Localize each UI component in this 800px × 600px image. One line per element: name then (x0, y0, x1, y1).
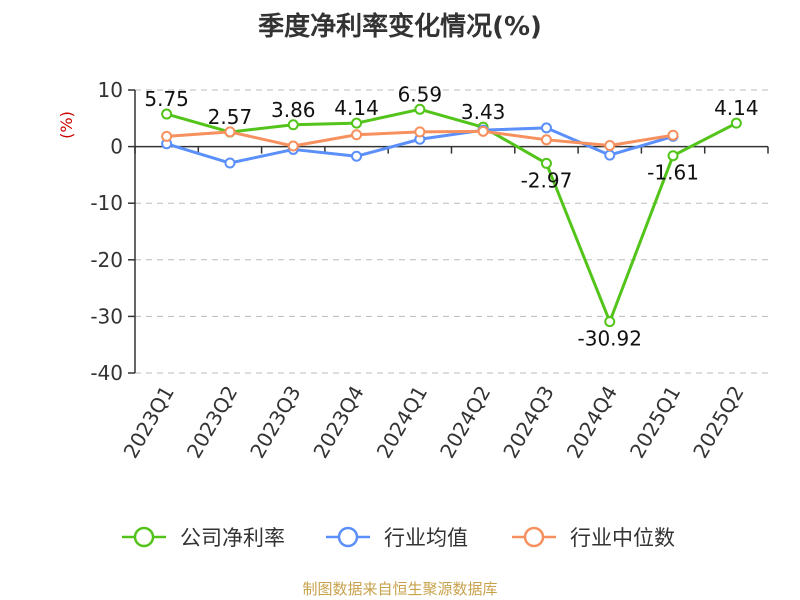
data-point (351, 129, 363, 141)
data-label: 3.86 (271, 98, 316, 122)
y-tick-label: 10 (98, 78, 123, 102)
x-tick-label: 2024Q2 (435, 382, 495, 463)
data-point (667, 150, 679, 162)
y-tick-label: -20 (90, 248, 123, 272)
data-point (414, 103, 426, 115)
legend-label: 行业中位数 (570, 526, 675, 550)
legend: 公司净利率 行业均值 行业中位数 (122, 526, 675, 550)
series-line (166, 107, 738, 324)
legend-marker (523, 526, 545, 548)
data-point (604, 316, 616, 328)
series-lines (161, 103, 742, 328)
legend-label: 公司净利率 (180, 526, 285, 550)
data-point (224, 126, 236, 138)
data-labels: 5.75 2.57 3.86 4.14 6.59 3.43 -2.97 -30.92 -1.61… (144, 82, 758, 350)
chart-title: 季度净利率变化情况(%) (258, 12, 542, 42)
data-point (540, 122, 552, 134)
data-point (540, 134, 552, 146)
data-point (414, 126, 426, 138)
data-label: 6.59 (398, 82, 443, 106)
y-tick-label: -30 (90, 304, 123, 328)
x-tick-label: 2025Q2 (688, 382, 748, 463)
data-label: 4.14 (334, 96, 379, 120)
data-point (604, 149, 616, 161)
data-point (287, 119, 299, 131)
data-label: 2.57 (208, 105, 253, 129)
y-tick-label: -10 (90, 191, 123, 215)
x-tick-label: 2023Q3 (245, 382, 305, 463)
x-tick-label: 2024Q1 (372, 382, 432, 463)
data-point (667, 129, 679, 141)
x-tick-label: 2024Q3 (498, 382, 558, 463)
data-label: -2.97 (521, 168, 573, 192)
data-point (730, 117, 742, 129)
x-tick-label: 2024Q4 (562, 382, 622, 463)
y-tick-label: 0 (110, 135, 123, 159)
data-point (161, 130, 173, 142)
data-point (604, 139, 616, 151)
data-point (351, 150, 363, 162)
x-tick-label: 2025Q1 (625, 382, 685, 463)
data-point (540, 157, 552, 169)
data-point (477, 125, 489, 137)
x-tick-label: 2023Q4 (308, 382, 368, 463)
data-label: 5.75 (144, 87, 189, 111)
y-axis-unit-label: (%) (57, 111, 76, 139)
data-point (224, 157, 236, 169)
data-label: -1.61 (647, 161, 699, 185)
y-tick-label: -40 (90, 361, 123, 385)
data-label: 3.43 (461, 100, 506, 124)
data-label: 4.14 (714, 96, 759, 120)
source-note: 制图数据来自恒生聚源数据库 (302, 580, 498, 598)
legend-marker (133, 526, 155, 548)
legend-label: 行业均值 (384, 526, 468, 550)
data-point (161, 108, 173, 120)
legend-marker (337, 526, 359, 548)
data-point (287, 140, 299, 152)
x-tick-label: 2023Q1 (119, 382, 179, 463)
x-tick-label: 2023Q2 (182, 382, 242, 463)
data-point (351, 117, 363, 129)
data-label: -30.92 (578, 327, 642, 351)
